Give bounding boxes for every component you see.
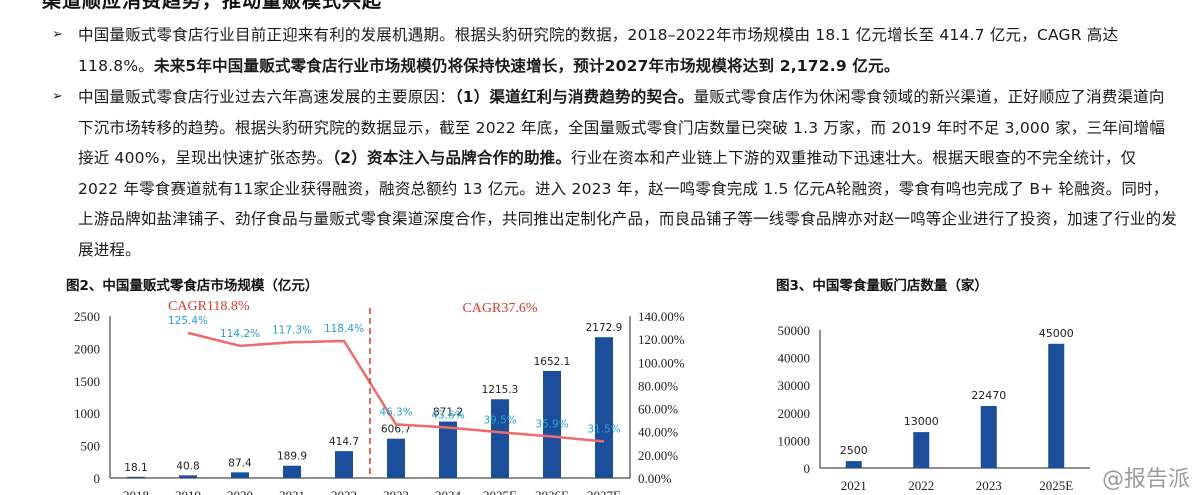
market-size-chart: 0 500 1000 1500 2000 2500 0.00% 20.00% 40.00% 60.… — [74, 299, 685, 495]
y2-tick-label: 80.00% — [638, 378, 678, 393]
section-heading: 渠道顺应消费趋势，推动量贩模式兴起 — [42, 0, 383, 12]
x-tick-label: 2024 — [435, 488, 462, 495]
p2-text-3: 行业在资本和产业链上下游的双重推动下迅速壮大。根据天眼查的不完全统计，仅 202… — [78, 149, 1178, 259]
growth-rate-label: 31.5% — [587, 424, 620, 436]
y-tick-label: 1000 — [74, 406, 100, 421]
bar — [179, 475, 197, 478]
x-tick-label: 2023 — [383, 488, 409, 495]
x-tick-label: 2025E — [483, 488, 517, 495]
bar — [1048, 343, 1065, 468]
y-tick-label: 500 — [81, 439, 101, 454]
growth-rate-label: 118.4% — [324, 323, 364, 335]
y-tick-label: 20000 — [778, 406, 811, 421]
y-tick-label: 2500 — [74, 309, 100, 324]
bar — [913, 432, 930, 468]
bar — [543, 370, 561, 478]
y-tick-label: 1500 — [74, 374, 100, 389]
bar — [845, 461, 862, 468]
bar-value-label: 189.9 — [277, 451, 307, 463]
cagr-annotation: CAGR37.6% — [462, 301, 537, 316]
bar — [595, 337, 613, 478]
paragraph-2: ➢ 中国量贩式零食店行业过去六年高速发展的主要原因：（1）渠道红利与消费趋势的契… — [52, 82, 1177, 265]
bar-value-label: 871.2 — [433, 407, 463, 419]
bar-value-label: 2500 — [840, 444, 868, 457]
x-tick-label: 2022 — [908, 478, 934, 493]
p1-bold-1: 未来5年中国量贩式零食店行业市场规模仍将保持快速增长，预计2027年市场规模将达… — [154, 56, 900, 75]
p2-bold-1: （1）渠道红利与消费趋势的契合。 — [454, 88, 694, 106]
bar-value-label: 13000 — [904, 415, 939, 428]
bar-value-label: 45000 — [1039, 327, 1074, 340]
y2-tick-label: 120.00% — [638, 332, 685, 347]
x-tick-label: 2026E — [535, 488, 569, 495]
growth-rate-label: 43.6% — [431, 410, 464, 422]
figure-2-title: 图2、中国量贩式零食店市场规模（亿元） — [66, 278, 319, 294]
bar-value-label: 606.7 — [381, 424, 411, 436]
x-tick-label: 2019 — [175, 488, 201, 495]
watermark: @报告派 — [1101, 467, 1190, 492]
y2-tick-label: 40.00% — [638, 425, 678, 440]
bar-value-label: 22470 — [971, 389, 1006, 402]
bar-value-label: 1652.1 — [534, 356, 571, 368]
growth-rate-label: 125.4% — [168, 315, 208, 327]
p2-text-2: 量贩式零食店作为休闲零食领域的新兴渠道，正好顺应了消费渠道向下沉市场转移的趋势。… — [78, 88, 1166, 167]
paragraph-1: ➢ 中国量贩式零食店行业目前正迎来有利的发展机遇期。根据头豹研究院的数据，201… — [52, 20, 1177, 81]
bar-value-label: 18.1 — [124, 462, 147, 474]
x-tick-label: 2018 — [123, 488, 149, 495]
bar — [283, 465, 301, 478]
bar — [980, 405, 997, 468]
growth-rate-label: 117.3% — [272, 324, 312, 336]
growth-rate-label: 114.2% — [220, 328, 260, 340]
bar-value-label: 40.8 — [176, 460, 199, 472]
y-tick-label: 0 — [804, 461, 811, 476]
bullet-arrow-icon: ➢ — [52, 89, 63, 104]
bar — [335, 451, 353, 478]
x-tick-label: 2027E — [587, 488, 621, 495]
bar — [127, 476, 145, 478]
y-tick-label: 2000 — [74, 341, 100, 356]
bar — [439, 421, 457, 478]
bar-value-label: 1215.3 — [482, 384, 519, 396]
x-tick-label: 2021 — [841, 478, 867, 493]
paragraph-2-text: 中国量贩式零食店行业过去六年高速发展的主要原因：（1）渠道红利与消费趋势的契合。… — [78, 82, 1177, 265]
x-tick-label: 2023 — [976, 478, 1002, 493]
growth-rate-line — [187, 331, 605, 443]
x-tick-label: 2021 — [279, 488, 305, 495]
bar-value-label: 87.4 — [228, 457, 252, 469]
store-count-chart: 0 10000 20000 30000 40000 50000 2500 2021 13000 2… — [778, 323, 1090, 493]
x-tick-label: 2020 — [227, 488, 253, 495]
bullet-arrow-icon: ➢ — [52, 27, 63, 42]
p2-bold-2: （2）资本注入与品牌合作的助推。 — [332, 149, 572, 167]
x-tick-label: 2025E — [1039, 478, 1073, 493]
bar-value-label: 2172.9 — [586, 322, 623, 334]
bar — [387, 438, 405, 478]
y2-tick-label: 60.00% — [638, 402, 678, 417]
x-tick-label: 2022 — [331, 488, 357, 495]
bar — [491, 399, 509, 478]
y2-tick-label: 140.00% — [638, 309, 685, 324]
p1-text-1: 中国量贩式零食店行业目前正迎来有利的发展机遇期。根据头豹研究院的数据，2018–… — [78, 26, 1119, 75]
y-tick-label: 40000 — [778, 351, 811, 366]
y2-tick-label: 0.00% — [638, 471, 672, 486]
y-tick-label: 50000 — [778, 323, 811, 338]
p2-text-1: 中国量贩式零食店行业过去六年高速发展的主要原因： — [78, 88, 455, 106]
cagr-annotation: CAGR118.8% — [168, 299, 250, 314]
y-tick-label: 10000 — [778, 433, 811, 448]
y-tick-label: 30000 — [778, 378, 811, 393]
growth-rate-label: 35.9% — [535, 418, 568, 430]
bar-value-label: 414.7 — [329, 436, 359, 448]
growth-rate-label: 39.5% — [483, 414, 516, 426]
y2-tick-label: 100.00% — [638, 355, 685, 370]
paragraph-1-text: 中国量贩式零食店行业目前正迎来有利的发展机遇期。根据头豹研究院的数据，2018–… — [78, 20, 1177, 81]
figure-3-title: 图3、中国零食量贩门店数量（家） — [776, 278, 988, 294]
growth-rate-label: 46.3% — [379, 406, 412, 418]
y2-tick-label: 20.00% — [638, 448, 678, 463]
y-tick-label: 0 — [94, 471, 101, 486]
bar — [231, 472, 249, 478]
